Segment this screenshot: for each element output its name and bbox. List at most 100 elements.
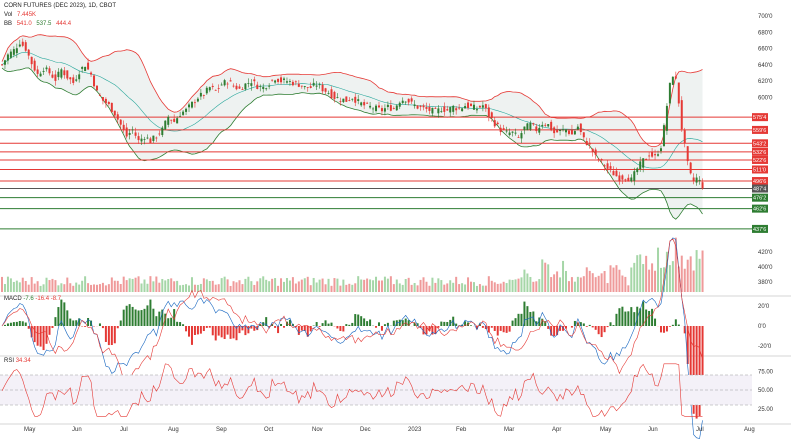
volume-bar: [36, 281, 39, 292]
volume-bar: [250, 281, 253, 292]
candle-body: [440, 111, 443, 113]
volume-bar: [565, 270, 567, 292]
bb-lower-value: 444.4: [56, 21, 72, 27]
volume-bar: [484, 285, 487, 292]
macd-histogram-bar: [173, 309, 176, 326]
candle-body: [45, 67, 48, 70]
volume-bar: [24, 280, 27, 292]
candle-body: [161, 127, 164, 136]
macd-histogram-bar: [45, 326, 48, 344]
candle-body: [241, 89, 244, 91]
candle-body: [621, 175, 624, 180]
volume-bar: [422, 277, 425, 292]
candle-body: [188, 104, 191, 108]
x-axis-tick: Mar: [504, 427, 514, 433]
macd-histogram-bar: [107, 326, 110, 346]
candle-body: [321, 84, 324, 92]
candle-body: [609, 166, 612, 169]
candle-body: [514, 132, 517, 134]
macd-histogram-bar: [125, 305, 128, 326]
candle-body: [639, 161, 642, 170]
volume-bar: [363, 279, 366, 292]
volume-bar: [312, 277, 315, 292]
candle-body: [651, 151, 654, 157]
macd-histogram-bar: [9, 322, 12, 326]
candle-body: [588, 142, 591, 145]
candle-body: [357, 99, 360, 101]
candle-body: [597, 159, 600, 161]
candle-body: [467, 102, 470, 108]
volume-bar: [66, 277, 69, 292]
candle-body: [285, 81, 288, 83]
macd-histogram-bar: [597, 326, 600, 335]
macd-histogram-bar: [164, 313, 167, 326]
macd-histogram-bar: [113, 326, 116, 344]
candle-body: [606, 163, 609, 169]
volume-bar: [164, 280, 167, 292]
volume-bar: [493, 282, 496, 292]
candle-body: [351, 98, 354, 100]
macd-histogram-bar: [24, 322, 27, 326]
candle-body: [562, 129, 565, 131]
macd-histogram-bar: [686, 326, 689, 365]
volume-bar: [523, 269, 526, 292]
volume-bar: [698, 258, 701, 292]
volume-bar: [33, 283, 36, 292]
volume-bar: [556, 271, 559, 292]
macd-histogram-bar: [674, 319, 677, 326]
candle-body: [636, 168, 639, 173]
volume-bar: [410, 284, 413, 292]
macd-histogram-bar: [692, 326, 695, 414]
macd-histogram-bar: [659, 326, 662, 333]
candle-body: [541, 124, 544, 127]
candle-body: [63, 70, 66, 76]
volume-bar: [627, 285, 630, 292]
candle-body: [300, 85, 303, 87]
volume-bar: [339, 285, 342, 292]
candle-body: [401, 100, 404, 104]
candle-body: [167, 116, 170, 125]
volume-bar: [683, 268, 686, 292]
candle-body: [33, 60, 36, 71]
candle-body: [535, 126, 538, 132]
macd-histogram-bar: [280, 323, 283, 326]
candle-body: [517, 136, 520, 138]
volume-bar: [271, 278, 274, 292]
macd-histogram-bar: [232, 326, 235, 339]
macd-histogram-bar: [170, 317, 173, 326]
macd-histogram-bar: [288, 319, 291, 326]
volume-axis-tick: 380'0: [758, 280, 773, 286]
macd-histogram-bar: [654, 318, 657, 326]
volume-bar: [478, 284, 481, 292]
volume-bar: [146, 283, 149, 292]
candle-body: [342, 98, 345, 103]
volume-bar: [21, 277, 24, 292]
macd-histogram-bar: [72, 320, 75, 326]
candle-body: [72, 77, 75, 83]
candle-body: [603, 165, 606, 167]
level-tag: [752, 147, 768, 156]
volume-bar: [84, 276, 87, 292]
volume-bar: [654, 270, 657, 292]
candle-body: [553, 127, 556, 134]
candle-body: [475, 109, 478, 111]
macd-histogram-bar: [541, 318, 544, 326]
candle-body: [280, 77, 283, 83]
macd-histogram-bar: [39, 326, 42, 347]
candle-body: [523, 126, 526, 131]
candle-body: [600, 159, 603, 160]
candle-body: [232, 85, 235, 87]
volume-bar: [446, 283, 449, 292]
volume-bar: [336, 278, 339, 292]
level-label: 476'2: [753, 196, 766, 202]
macd-histogram-bar: [695, 326, 698, 419]
macd-histogram-bar: [553, 326, 556, 336]
level-tag: [752, 125, 768, 134]
volume-bar: [437, 278, 440, 292]
macd-histogram-bar: [131, 306, 134, 326]
volume-bar: [490, 280, 493, 292]
candle-body: [339, 101, 342, 103]
macd-histogram-bar: [520, 313, 523, 326]
candle-body: [134, 132, 137, 136]
macd-histogram-bar: [538, 317, 541, 326]
